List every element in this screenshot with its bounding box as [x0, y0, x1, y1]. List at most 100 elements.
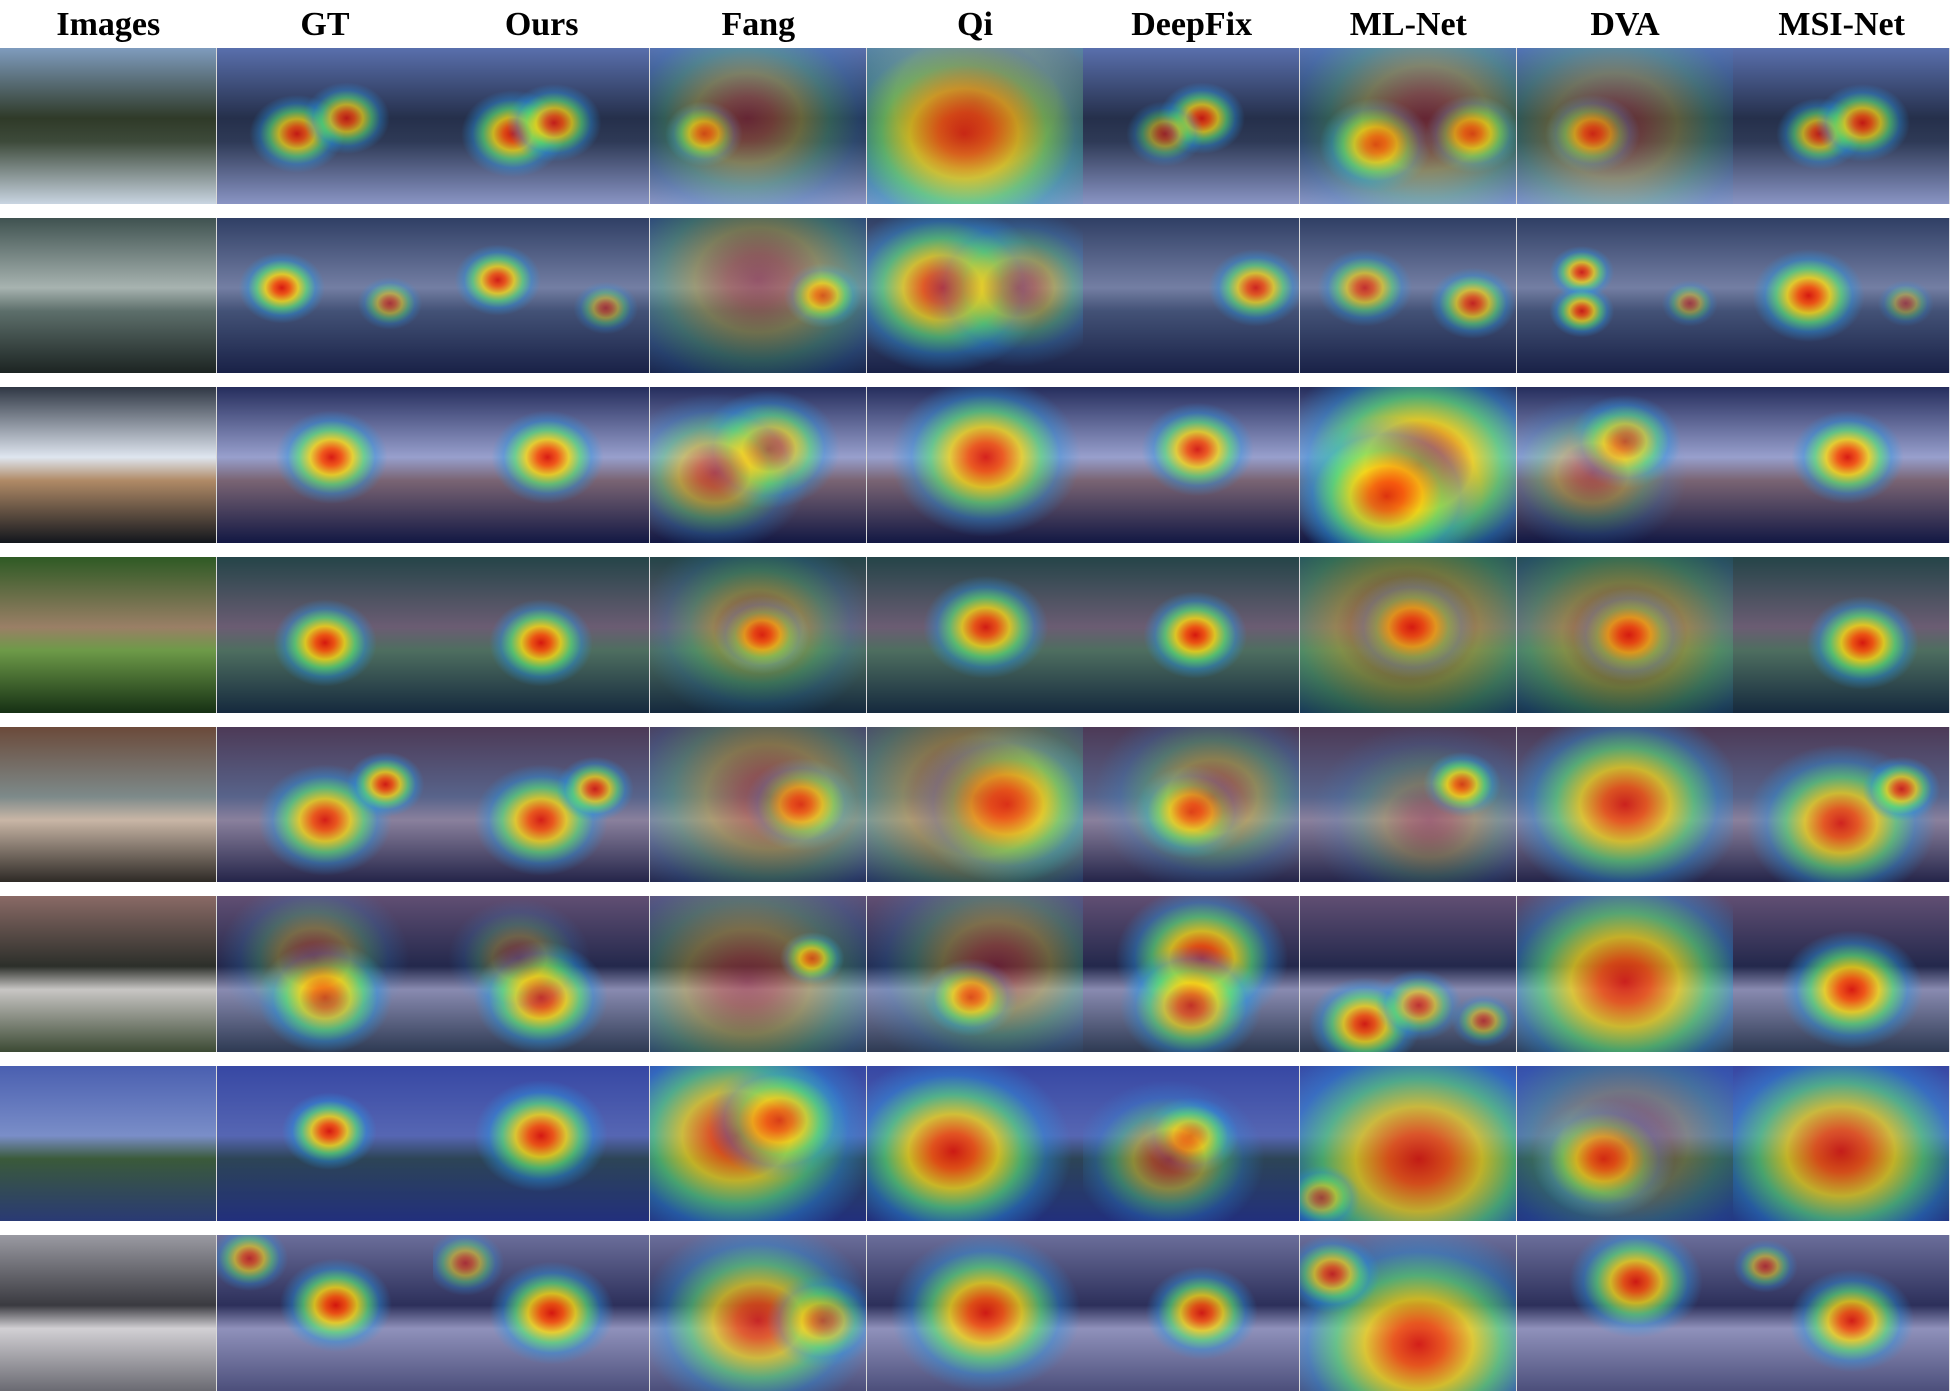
cell-bamboo-face-ours — [433, 556, 651, 713]
saliency-blob — [433, 556, 650, 713]
scene-image — [0, 556, 217, 713]
cell-statue-ml-net — [1300, 1235, 1518, 1391]
saliency-blob — [1300, 217, 1517, 374]
saliency-blob — [650, 726, 867, 883]
cell-street-deepfix — [1083, 726, 1301, 883]
column-header-row: Images GT Ours Fang Qi DeepFix ML-Net DVA MSI-Ne… — [0, 0, 1950, 52]
cell-soldiers-ml-net — [1300, 217, 1518, 374]
scene-image — [0, 217, 217, 374]
cell-airplane-ml-net — [1300, 48, 1518, 204]
cell-bamboo-face-ml-net — [1300, 556, 1518, 713]
saliency-blob — [1300, 1065, 1517, 1222]
saliency-blob — [433, 217, 650, 374]
saliency-blob — [1516, 556, 1733, 713]
saliency-blob — [866, 556, 1083, 713]
cell-square-msi-net — [1733, 896, 1950, 1052]
saliency-blob — [1300, 896, 1517, 1052]
cell-bamboo-face-fang — [650, 556, 868, 713]
saliency-blob — [216, 217, 433, 374]
saliency-blob — [433, 387, 650, 543]
cell-bamboo-face-gt — [216, 556, 434, 713]
saliency-blob — [1516, 896, 1733, 1052]
saliency-blob — [1300, 1235, 1517, 1391]
saliency-blob — [216, 896, 433, 1052]
saliency-blob — [216, 726, 433, 883]
saliency-blob — [216, 556, 433, 713]
saliency-blob — [866, 896, 1083, 1052]
saliency-blob — [216, 1235, 433, 1391]
cell-airplane-deepfix — [1083, 48, 1301, 204]
cell-underwater-ml-net — [1300, 1065, 1518, 1222]
cell-soldiers-ours — [433, 217, 651, 374]
cell-statue-deepfix — [1083, 1235, 1301, 1391]
cell-soldiers-dva — [1516, 217, 1734, 374]
saliency-blob — [1083, 556, 1300, 713]
cell-airplane-ours — [433, 48, 651, 204]
cell-statue-fang — [650, 1235, 868, 1391]
cell-soldiers-msi-net — [1733, 217, 1950, 374]
saliency-blob — [650, 726, 867, 883]
cell-street-dva — [1516, 726, 1734, 883]
saliency-blob — [1300, 726, 1517, 883]
saliency-blob — [650, 556, 867, 713]
column-label-ours: Ours — [504, 6, 579, 43]
saliency-blob — [1300, 48, 1517, 204]
saliency-blob — [1516, 387, 1733, 543]
saliency-blob — [1083, 217, 1300, 374]
saliency-blob — [433, 1235, 650, 1391]
saliency-blob — [1733, 217, 1950, 374]
saliency-blob — [866, 726, 1083, 883]
saliency-blob — [433, 896, 650, 1052]
cell-underwater-images — [0, 1065, 218, 1222]
saliency-blob — [1083, 726, 1300, 883]
cell-underwater-gt — [216, 1065, 434, 1222]
cell-man-face-ours — [433, 387, 651, 543]
saliency-blob — [433, 726, 650, 883]
cell-underwater-fang — [650, 1065, 868, 1222]
saliency-blob — [1083, 48, 1300, 204]
saliency-blob — [1516, 48, 1733, 204]
saliency-blob — [216, 896, 433, 1052]
cell-airplane-dva — [1516, 48, 1734, 204]
saliency-blob — [1083, 387, 1300, 543]
cell-square-ours — [433, 896, 651, 1052]
cell-underwater-msi-net — [1733, 1065, 1950, 1222]
saliency-blob — [866, 48, 1083, 204]
column-label-images: Images — [56, 6, 161, 43]
column-label-fang: Fang — [721, 6, 796, 43]
saliency-blob — [650, 387, 867, 543]
saliency-blob — [650, 217, 867, 374]
saliency-blob — [1083, 896, 1300, 1052]
cell-statue-qi — [866, 1235, 1084, 1391]
cell-underwater-dva — [1516, 1065, 1734, 1222]
cell-statue-msi-net — [1733, 1235, 1950, 1391]
scene-image — [0, 726, 217, 883]
cell-bamboo-face-images — [0, 556, 218, 713]
cell-statue-images — [0, 1235, 218, 1391]
cell-square-ml-net — [1300, 896, 1518, 1052]
saliency-blob — [1300, 556, 1517, 713]
saliency-blob — [1300, 556, 1517, 713]
saliency-blob — [866, 387, 1083, 543]
saliency-blob — [1733, 556, 1950, 713]
saliency-blob — [1300, 387, 1517, 543]
scene-image — [0, 48, 217, 204]
cell-street-ml-net — [1300, 726, 1518, 883]
scene-image — [0, 1065, 217, 1222]
saliency-blob — [1733, 387, 1950, 543]
saliency-blob — [1733, 1235, 1950, 1391]
cell-street-gt — [216, 726, 434, 883]
saliency-blob — [866, 217, 1083, 374]
saliency-blob — [1516, 1065, 1733, 1222]
saliency-blob — [866, 726, 1083, 883]
cell-man-face-dva — [1516, 387, 1734, 543]
cell-underwater-qi — [866, 1065, 1084, 1222]
column-label-qi: Qi — [957, 6, 993, 43]
cell-airplane-qi — [866, 48, 1084, 204]
column-label-deepfix: DeepFix — [1131, 6, 1253, 43]
cell-man-face-msi-net — [1733, 387, 1950, 543]
saliency-blob — [433, 48, 650, 204]
saliency-blob — [1516, 556, 1733, 713]
column-label-ml-net: ML-Net — [1349, 6, 1467, 43]
